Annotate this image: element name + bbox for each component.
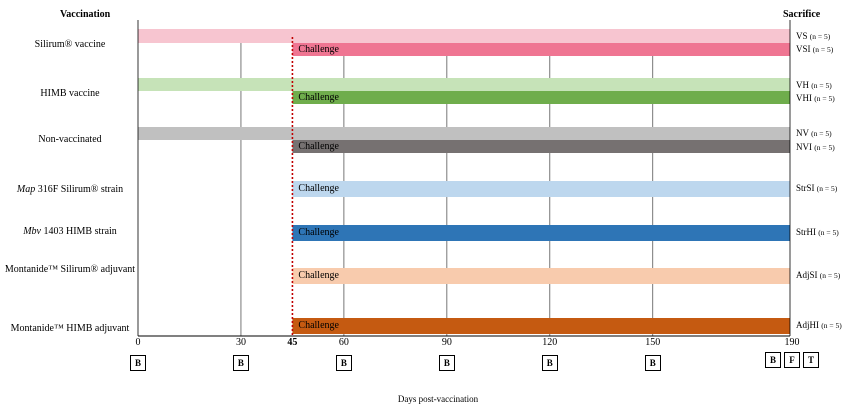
group-label: Silirum® vaccine [0,38,140,51]
group-label-text: Non-vaccinated [38,134,102,145]
timeline-bar [292,181,790,197]
group-label-italic: Mbv [23,226,41,237]
sampling-box: B [335,355,352,371]
x-tick-label: 190 [784,337,800,348]
group-label: Montanide™ HIMB adjuvant [0,322,140,335]
group-tag-n: (n = 5) [816,184,838,193]
x-tick-label: 60 [338,337,349,348]
x-tick-label: 150 [645,337,661,348]
timeline-bar [292,268,790,284]
group-tag-n: (n = 5) [814,94,835,103]
group-label-text: Montanide™ HIMB adjuvant [10,323,130,334]
sampling-box-final: F [784,352,800,368]
timeline-bar [292,43,790,56]
group-label: HIMB vaccine [0,87,140,100]
group-tag-n: (n = 5) [814,143,835,152]
sacrifice-header: Sacrifice [783,9,821,20]
group-label-text: Silirum® vaccine [34,39,106,50]
group-label-italic: Map [16,184,36,195]
group-tag: AdjHI (n = 5) [796,320,842,330]
vaccination-header: Vaccination [60,9,111,20]
group-tag-n: (n = 5) [811,129,832,138]
sampling-box: B [232,355,249,371]
group-tag: StrHI (n = 5) [796,227,839,237]
group-tag: StrSI (n = 5) [796,183,837,193]
x-axis-label: Days post-vaccination [397,394,479,404]
group-label-text: Montanide™ Silirum® adjuvant [4,264,136,275]
group-tag-code: NVI [796,142,815,152]
group-tag-n: (n = 5) [812,45,834,54]
group-tag-n: (n = 5) [819,271,841,280]
challenge-label: Challenge [298,227,339,238]
sampling-box-final: B [765,352,781,368]
x-tick-label: 90 [441,337,452,348]
group-label: Mbv 1403 HIMB strain [0,225,140,238]
x-tick-label: 120 [542,337,558,348]
group-tag: AdjSI (n = 5) [796,270,840,280]
challenge-label: Challenge [298,140,339,152]
group-tag-code: VHI [796,93,815,103]
group-tag: VHI (n = 5) [796,93,835,103]
timeline-bar [292,225,790,241]
group-tag-n: (n = 5) [811,81,832,90]
group-tag-code: VSI [796,44,813,54]
timeline-bar [138,29,790,43]
group-tag-code: StrSI [796,183,817,193]
group-tag: NVI (n = 5) [796,142,835,152]
challenge-label: Challenge [298,183,339,194]
group-tag-code: StrHI [796,227,819,237]
timeline-bar [292,318,790,334]
challenge-label: Challenge [298,320,339,331]
timeline-bar [292,140,790,153]
timeline-bar [138,78,790,91]
group-label-text: 1403 HIMB strain [40,226,117,237]
group-tag: VH (n = 5) [796,80,832,90]
challenge-label: Challenge [298,91,339,103]
sampling-box: B [541,355,558,371]
group-tag-n: (n = 5) [809,32,831,41]
x-tick-label: 45 [287,337,298,348]
timeline-bar [292,91,790,104]
challenge-label: Challenge [298,270,339,281]
group-tag-code: VH [796,80,812,90]
sampling-box: B [644,355,661,371]
sampling-box-final: T [803,352,819,368]
group-tag-code: VS [796,31,810,41]
group-tag-n: (n = 5) [821,321,842,330]
timeline-bar [138,127,790,140]
group-label: Non-vaccinated [0,133,140,146]
group-label-text: 316F Silirum® strain [35,184,124,195]
group-label: Montanide™ Silirum® adjuvant [0,263,140,276]
x-tick-label: 0 [135,337,141,348]
sampling-box: B [130,355,146,371]
group-tag: VS (n = 5) [796,31,830,41]
group-tag: VSI (n = 5) [796,44,833,54]
challenge-label: Challenge [298,43,339,55]
group-tag-code: NV [796,128,812,138]
group-tag-code: AdjSI [796,270,820,280]
group-tag-n: (n = 5) [818,228,839,237]
group-label: Map 316F Silirum® strain [0,183,140,196]
group-tag-code: AdjHI [796,320,822,330]
group-tag: NV (n = 5) [796,128,832,138]
x-tick-label: 30 [235,337,246,348]
group-label-text: HIMB vaccine [40,88,100,99]
sampling-box: B [438,355,455,371]
